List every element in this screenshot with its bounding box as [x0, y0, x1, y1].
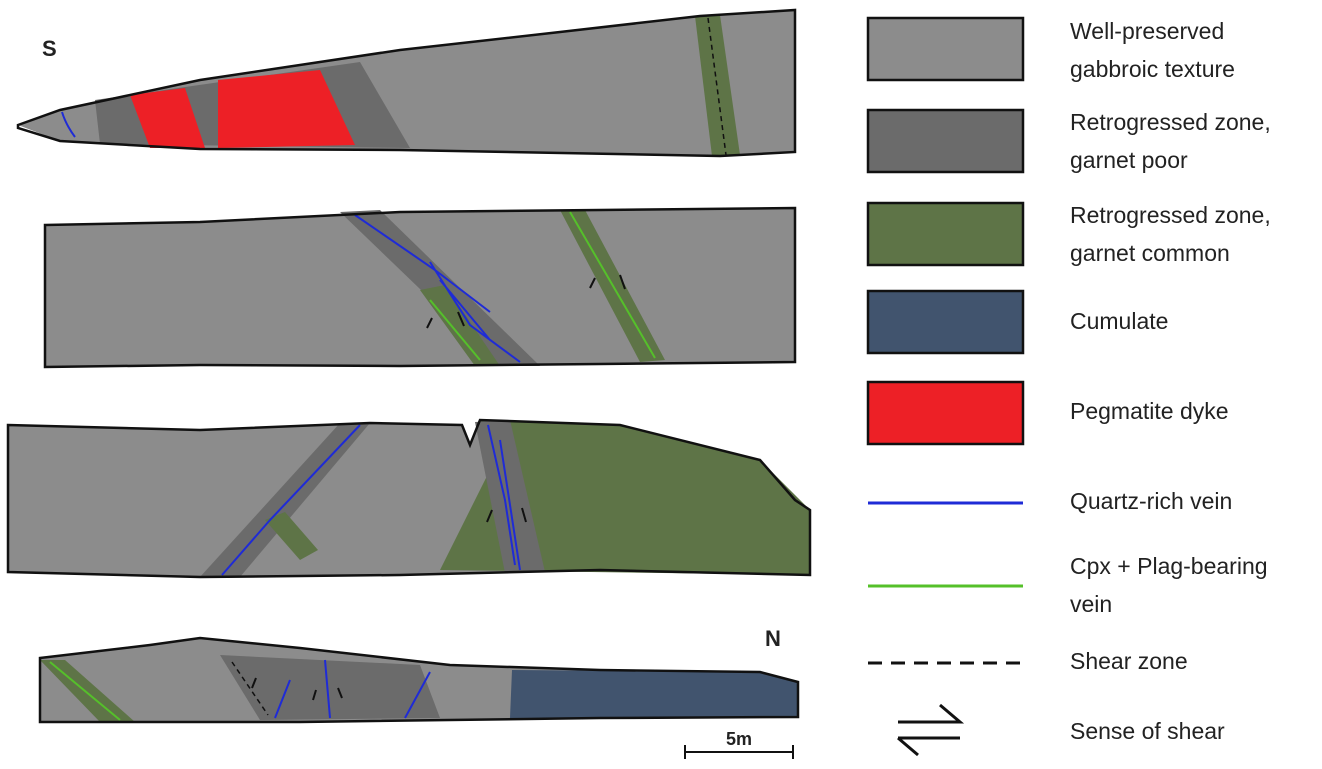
legend-label: Well-preserved [1070, 18, 1224, 44]
legend-label: garnet poor [1070, 147, 1188, 173]
diagram: S N 5m [0, 0, 1322, 769]
section-1: S [18, 10, 795, 156]
legend-label: Quartz-rich vein [1070, 488, 1232, 514]
section-3 [8, 420, 810, 577]
legend-label: Shear zone [1070, 648, 1188, 674]
north-label: N [765, 626, 781, 651]
section-4: N [40, 626, 798, 722]
legend-label: garnet common [1070, 240, 1230, 266]
legend-label: gabbroic texture [1070, 56, 1235, 82]
legend-label: Sense of shear [1070, 718, 1225, 744]
section-2 [45, 208, 795, 367]
legend [868, 18, 1023, 755]
scale-bar: 5m [685, 729, 793, 759]
legend-label: Retrogressed zone, [1070, 202, 1271, 228]
scale-label: 5m [726, 729, 752, 749]
legend-label: Pegmatite dyke [1070, 398, 1229, 424]
legend-label: Cumulate [1070, 308, 1168, 334]
south-label: S [42, 36, 57, 61]
legend-label: Cpx + Plag-bearing [1070, 553, 1268, 579]
legend-label: vein [1070, 591, 1112, 617]
legend-label: Retrogressed zone, [1070, 109, 1271, 135]
